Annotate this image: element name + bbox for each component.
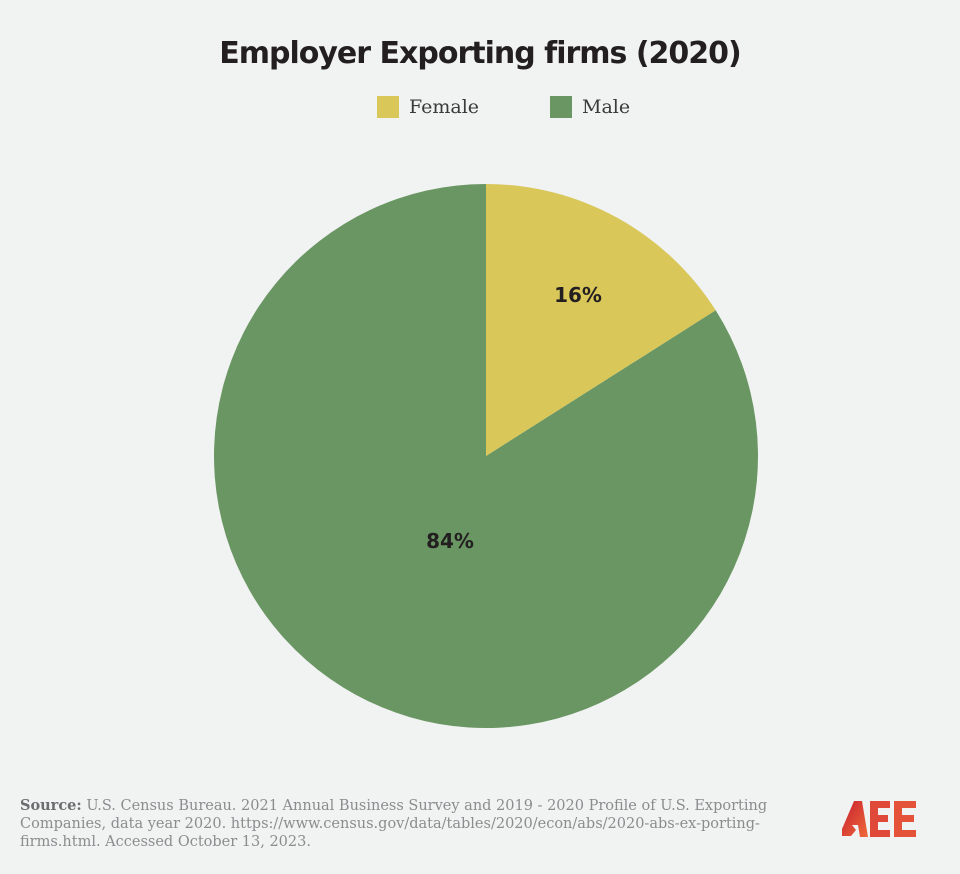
source-prefix: Source: [20, 797, 82, 814]
legend: Female Male [0, 96, 960, 122]
slice-label-female: 16% [554, 283, 602, 307]
source-text: U.S. Census Bureau. 2021 Annual Business… [20, 798, 768, 850]
slice-label-male: 84% [426, 529, 474, 553]
legend-label: Female [409, 96, 480, 118]
legend-swatch-female [377, 96, 399, 118]
legend-item-male: Male [550, 96, 630, 118]
legend-item-female: Female [377, 96, 479, 118]
legend-label: Male [582, 96, 631, 118]
legend-swatch-male [550, 96, 572, 118]
aee-logo-icon [842, 801, 916, 837]
chart-title: Employer Exporting firms (2020) [219, 36, 742, 71]
pie-slice-male [213, 183, 758, 728]
source-note: Source: U.S. Census Bureau. 2021 Annual … [20, 797, 810, 851]
pie-slice-female [486, 184, 716, 456]
